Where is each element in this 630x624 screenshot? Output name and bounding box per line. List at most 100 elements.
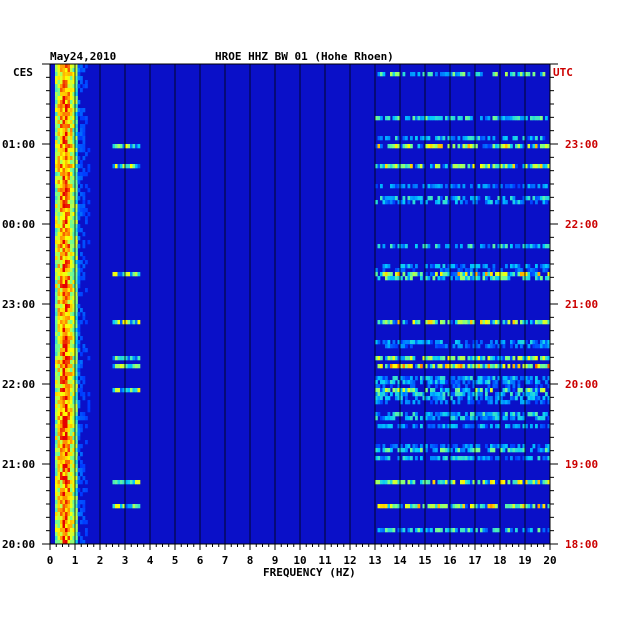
spectrogram-cell — [460, 356, 463, 361]
spectrogram-cell — [62, 200, 66, 205]
spectrogram-cell — [80, 444, 83, 449]
spectrogram-cell — [82, 520, 86, 525]
spectrogram-cell — [472, 380, 476, 385]
spectrogram-cell — [525, 480, 528, 485]
spectrogram-cell — [490, 424, 493, 429]
spectrogram-cell — [395, 144, 398, 149]
spectrogram-cell — [77, 344, 81, 349]
spectrogram-cell — [510, 376, 513, 381]
spectrogram-cell — [122, 504, 126, 509]
spectrogram-cell — [67, 360, 71, 365]
spectrogram-cell — [130, 144, 133, 149]
spectrogram-cell — [67, 132, 71, 137]
spectrogram-cell — [77, 292, 81, 297]
spectrogram-cell — [545, 276, 548, 281]
x-tick-label: 14 — [393, 554, 407, 567]
spectrogram-cell — [77, 468, 81, 473]
spectrogram-cell — [62, 180, 66, 185]
spectrogram-cell — [77, 108, 81, 113]
spectrogram-cell — [430, 504, 433, 509]
spectrogram-cell — [525, 264, 528, 269]
spectrogram-cell — [70, 148, 73, 153]
spectrogram-cell — [65, 200, 68, 205]
spectrogram-cell — [55, 504, 58, 509]
spectrogram-cell — [522, 116, 526, 121]
spectrogram-cell — [65, 280, 68, 285]
spectrogram-cell — [497, 116, 501, 121]
spectrogram-cell — [490, 416, 493, 421]
spectrogram-cell — [62, 148, 66, 153]
spectrogram-cell — [77, 504, 81, 509]
spectrogram-cell — [532, 340, 536, 345]
spectrogram-cell — [467, 376, 471, 381]
spectrogram-cell — [475, 136, 478, 141]
spectrogram-cell — [432, 480, 436, 485]
spectrogram-cell — [460, 116, 463, 121]
chart-title: HROE HHZ BW 01 (Hohe Rhoen) — [215, 50, 394, 63]
spectrogram-cell — [55, 96, 58, 101]
spectrogram-cell — [535, 412, 538, 417]
spectrogram-cell — [412, 340, 416, 345]
spectrogram-cell — [517, 244, 521, 249]
spectrogram-cell — [67, 156, 71, 161]
spectrogram-cell — [125, 364, 128, 369]
spectrogram-cell — [80, 520, 83, 525]
spectrogram-cell — [385, 340, 388, 345]
spectrogram-cell — [62, 488, 66, 493]
spectrogram-cell — [475, 144, 478, 149]
spectrogram-cell — [65, 228, 68, 233]
spectrogram-cell — [425, 244, 428, 249]
spectrogram-cell — [517, 448, 521, 453]
spectrogram-cell — [480, 412, 483, 417]
spectrogram-cell — [75, 180, 78, 185]
spectrogram-cell — [545, 268, 548, 273]
spectrogram-cell — [80, 208, 83, 213]
spectrogram-cell — [525, 388, 528, 393]
spectrogram-cell — [65, 376, 68, 381]
spectrogram-cell — [57, 468, 61, 473]
spectrogram-cell — [467, 72, 471, 77]
spectrogram-cell — [62, 456, 66, 461]
spectrogram-cell — [72, 176, 76, 181]
spectrogram-cell — [380, 380, 383, 385]
spectrogram-cell — [70, 224, 73, 229]
spectrogram-cell — [382, 504, 386, 509]
spectrogram-cell — [455, 416, 458, 421]
spectrogram-cell — [70, 84, 73, 89]
spectrogram-cell — [65, 284, 68, 289]
spectrogram-cell — [447, 424, 451, 429]
spectrogram-cell — [455, 424, 458, 429]
spectrogram-cell — [452, 416, 456, 421]
spectrogram-cell — [55, 516, 58, 521]
spectrogram-cell — [82, 192, 86, 197]
spectrogram-cell — [67, 180, 71, 185]
spectrogram-cell — [82, 416, 86, 421]
spectrogram-cell — [57, 88, 61, 93]
spectrogram-cell — [442, 424, 446, 429]
spectrogram-cell — [522, 528, 526, 533]
spectrogram-cell — [412, 272, 416, 277]
spectrogram-cell — [57, 536, 61, 541]
spectrogram-cell — [82, 116, 86, 121]
spectrogram-cell — [442, 504, 446, 509]
spectrogram-cell — [55, 280, 58, 285]
spectrogram-cell — [55, 328, 58, 333]
spectrogram-cell — [420, 376, 423, 381]
spectrogram-cell — [135, 388, 138, 393]
spectrogram-cell — [77, 204, 81, 209]
spectrogram-cell — [522, 424, 526, 429]
spectrogram-cell — [392, 528, 396, 533]
spectrogram-cell — [512, 376, 516, 381]
spectrogram-cell — [62, 424, 66, 429]
spectrogram-cell — [67, 408, 71, 413]
spectrogram-cell — [512, 356, 516, 361]
spectrogram-cell — [57, 412, 61, 417]
spectrogram-cell — [392, 244, 396, 249]
spectrogram-cell — [425, 356, 428, 361]
spectrogram-cell — [60, 420, 63, 425]
spectrogram-cell — [55, 508, 58, 513]
spectrogram-cell — [55, 496, 58, 501]
spectrogram-cell — [75, 488, 78, 493]
spectrogram-cell — [472, 144, 476, 149]
spectrogram-cell — [412, 504, 416, 509]
